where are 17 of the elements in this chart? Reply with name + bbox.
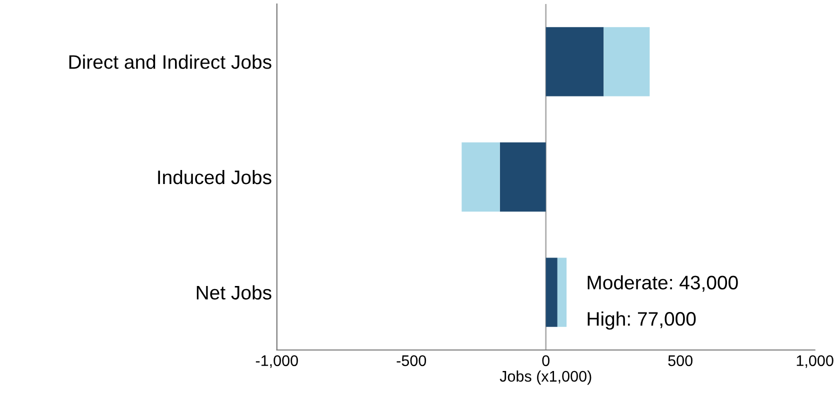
y-tick-label: Direct and Indirect Jobs [69,54,272,69]
bar [500,142,546,212]
bar [462,142,500,212]
annotation: Moderate: 43,000 [588,275,738,292]
bar [546,258,558,327]
bar [557,258,567,327]
x-tick-label: -1,000 [256,355,298,368]
bar [604,27,650,96]
x-tick-label: -500 [396,355,426,366]
y-tick-label: Net Jobs [196,285,272,300]
x-tick-label: 0 [542,355,550,366]
x-axis-title: Jobs (x1,000) [500,370,592,385]
annotation: High: 77,000 [588,312,696,330]
bar [546,27,604,96]
x-tick-label: 1,000 [796,355,834,368]
y-tick-label: Induced Jobs [158,170,272,184]
x-tick-label: 500 [668,355,692,366]
